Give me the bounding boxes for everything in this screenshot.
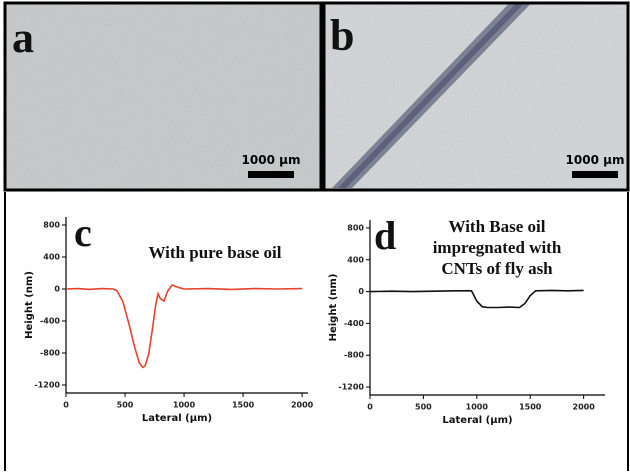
panel-label: a <box>12 13 34 62</box>
x-axis-title: Lateral (µm) <box>142 413 212 424</box>
annotation: CNTs of fly ash <box>441 259 553 278</box>
x-tick-label: 1500 <box>232 401 255 410</box>
x-tick-label: 1500 <box>519 403 542 412</box>
x-tick-label: 0 <box>63 401 69 410</box>
scale-bar <box>572 171 618 178</box>
x-axis-title: Lateral (µm) <box>442 415 512 426</box>
frame <box>4 192 629 471</box>
x-tick-label: 0 <box>367 403 373 412</box>
y-tick-label: 400 <box>347 255 364 264</box>
scale-bar <box>248 171 294 178</box>
texture <box>6 4 320 189</box>
data-line <box>65 284 303 369</box>
y-tick-label: -1200 <box>338 383 364 392</box>
x-tick-label: 1000 <box>173 401 196 410</box>
y-tick-label: 800 <box>347 223 364 232</box>
y-tick-label: 800 <box>43 221 60 230</box>
panel-label: d <box>374 213 396 258</box>
x-tick-label: 2000 <box>573 403 596 412</box>
panel-label: c <box>74 210 92 255</box>
y-axis-title: Height (nm) <box>24 271 35 339</box>
annotation: With Base oil <box>449 217 546 236</box>
y-axis-title: Height (nm) <box>328 274 339 342</box>
y-tick-label: -1200 <box>34 381 60 390</box>
scale-bar-label: 1000 µm <box>242 153 301 167</box>
y-tick-label: 0 <box>54 285 60 294</box>
x-tick-label: 500 <box>117 401 134 410</box>
y-tick-label: -800 <box>40 349 60 358</box>
wear-track-core <box>338 4 523 188</box>
scale-bar-label: 1000 µm <box>566 153 625 167</box>
y-tick-label: 0 <box>358 287 364 296</box>
annotation: With pure base oil <box>148 243 281 262</box>
annotation: impregnated with <box>433 238 562 257</box>
y-tick-label: -400 <box>344 319 364 328</box>
x-tick-label: 1000 <box>466 403 489 412</box>
data-line <box>369 289 584 309</box>
panel-label: b <box>330 11 354 60</box>
y-tick-label: -800 <box>344 351 364 360</box>
x-tick-label: 2000 <box>291 401 314 410</box>
x-tick-label: 500 <box>415 403 432 412</box>
y-tick-label: -400 <box>40 317 60 326</box>
y-tick-label: 400 <box>43 253 60 262</box>
